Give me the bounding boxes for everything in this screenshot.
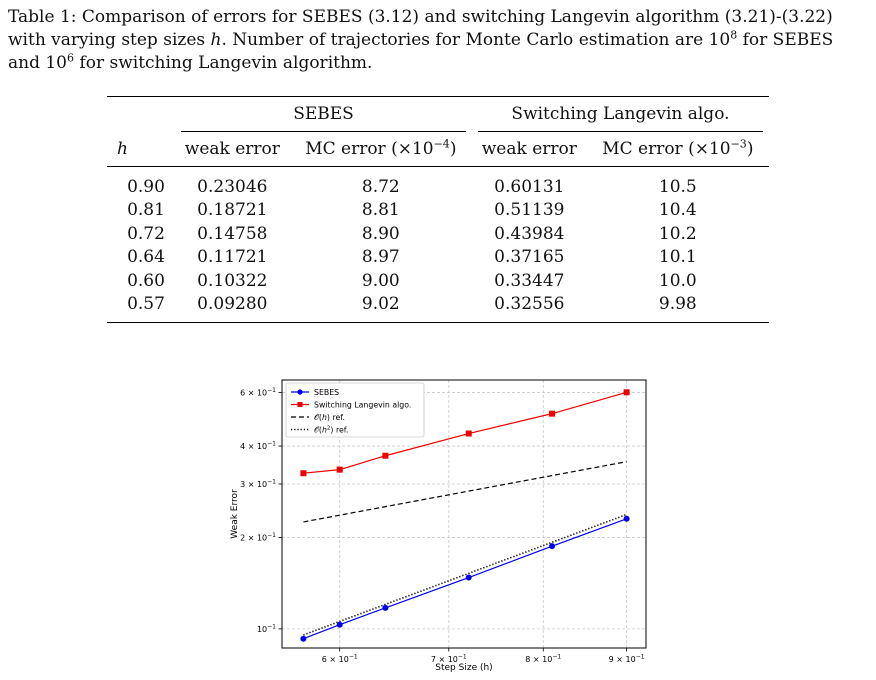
header-sebes-weak: weak error [184, 139, 280, 159]
table-row: 0.90 0.23046 8.72 0.60131 10.5 [107, 166, 769, 199]
x-tick-label: 7 × 10−1 [431, 654, 467, 665]
chart-svg: 6 × 10−1 7 × 10−1 8 × 10−1 9 × 10−1 10−1 2 × … [230, 379, 647, 673]
y-tick-label: 2 × 10−1 [240, 532, 276, 543]
legend-box [285, 382, 425, 438]
data-point-1 [549, 410, 556, 417]
series-line-3 [303, 513, 627, 636]
legend-marker-0 [297, 389, 303, 395]
data-point-1 [300, 470, 307, 477]
table-row: 0.60 0.10322 9.00 0.33447 10.0 [127, 270, 697, 291]
cmidrule-sebes [181, 131, 466, 132]
plot-frame [281, 379, 647, 649]
legend-label-1: Switching Langevin algo. [314, 401, 411, 410]
legend-label-3: 𝒪(h2) ref. [314, 426, 348, 435]
weak-error-chart: 6 × 10−1 7 × 10−1 8 × 10−1 9 × 10−1 10−1 2 × … [224, 372, 664, 673]
legend-marker-1 [297, 402, 303, 407]
caption-text-2: . Number of trajectories for Monte Carlo… [221, 30, 731, 50]
data-point-1 [623, 389, 630, 396]
header-h: h [117, 139, 128, 159]
data-point-0 [549, 543, 556, 550]
y-tick-label: 6 × 10−1 [240, 387, 276, 398]
caption-text-4: for switching Langevin algorithm. [74, 53, 373, 73]
table-caption: Table 1: Comparison of errors for SEBES … [8, 6, 870, 75]
results-table: SEBES Switching Langevin algo. h weak er… [107, 96, 769, 323]
header-sl-mc: MC error (×10−3) [602, 137, 754, 159]
series-line-2 [303, 461, 627, 523]
y-tick-label: 10−1 [257, 623, 276, 634]
x-tick-label: 6 × 10−1 [322, 654, 358, 665]
data-point-1 [465, 430, 472, 437]
caption-text-1: Table 1: Comparison of errors for SEBES … [8, 7, 833, 50]
data-point-1 [336, 466, 343, 473]
series-line-1 [303, 391, 627, 474]
table-row: 0.81 0.18721 8.81 0.51139 10.4 [127, 200, 697, 221]
data-point-0 [336, 621, 343, 628]
caption-text-3: for SEBES and 10 [8, 30, 834, 73]
header-sebes-mc: MC error (×10−4) [305, 137, 457, 159]
legend-label-0: SEBES [314, 388, 339, 397]
table-row: 0.57 0.09280 9.02 0.32556 9.98 [127, 294, 697, 315]
legend-label-2: 𝒪(h) ref. [314, 413, 345, 422]
header-sl-weak: weak error [481, 139, 577, 159]
data-point-1 [382, 452, 389, 459]
cmidrule-switching [477, 131, 763, 132]
data-point-0 [300, 635, 307, 642]
x-tick-label: 8 × 10−1 [525, 654, 561, 665]
y-axis-label: Weak Error [230, 489, 240, 539]
table-row: 0.64 0.11721 8.97 0.37165 10.1 [127, 247, 697, 268]
data-point-0 [382, 604, 389, 611]
caption-h-symbol: h [210, 30, 222, 50]
series-line-0 [303, 518, 627, 640]
header-group-switching: Switching Langevin algo. [511, 104, 730, 124]
header-group-sebes: SEBES [293, 104, 354, 124]
y-tick-label: 4 × 10−1 [240, 441, 276, 452]
y-tick-label: 3 × 10−1 [240, 478, 276, 489]
x-tick-label: 9 × 10−1 [609, 654, 645, 665]
data-point-0 [465, 574, 472, 581]
caption-exp-2: 6 [67, 51, 75, 65]
x-axis-label: Step Size (h) [435, 663, 492, 672]
header-empty [107, 97, 175, 132]
caption-exp-1: 8 [730, 28, 738, 42]
table-row: 0.72 0.14758 8.90 0.43984 10.2 [127, 223, 697, 244]
data-point-0 [623, 515, 630, 522]
